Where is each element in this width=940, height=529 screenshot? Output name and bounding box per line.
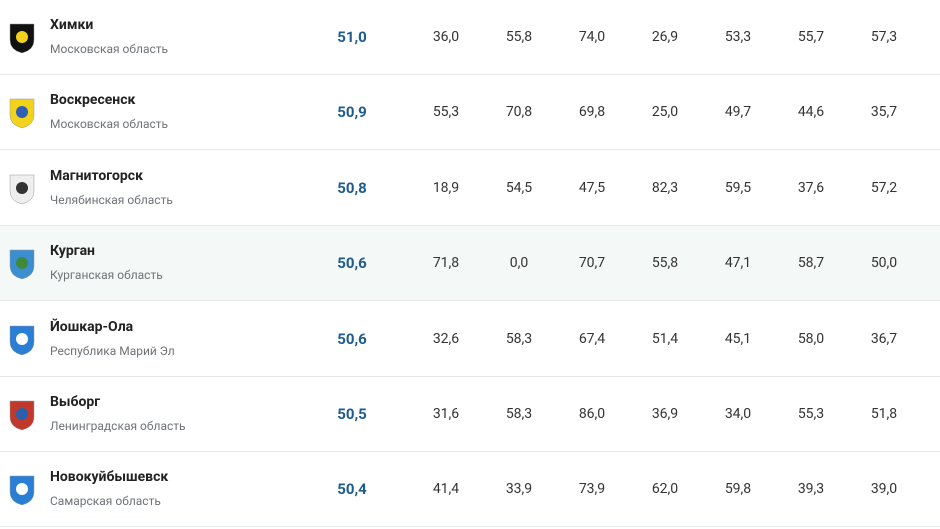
city-name: Магнитогорск <box>50 167 143 184</box>
indicator-value: 82,3 <box>651 179 679 196</box>
indicator-value: 49,7 <box>724 104 752 121</box>
city-emblem <box>9 23 35 54</box>
indicator-value: 71,8 <box>432 255 460 272</box>
city-name: Химки <box>50 17 94 33</box>
indicator-value: 58,3 <box>505 330 533 347</box>
indicator-value: 36,7 <box>870 330 898 347</box>
overall-score: 50,6 <box>337 329 367 348</box>
city-emblem <box>9 476 35 506</box>
indicator-value: 57,2 <box>870 179 898 196</box>
overall-score: 50,9 <box>337 103 367 122</box>
overall-score: 50,5 <box>337 405 367 423</box>
region-name: Челябинская область <box>50 192 173 207</box>
city-name: Курган <box>50 243 95 260</box>
indicator-value: 32,6 <box>432 330 460 347</box>
indicator-value: 67,4 <box>578 330 606 347</box>
indicator-value: 58,3 <box>505 406 533 422</box>
indicator-value: 73,9 <box>578 481 606 498</box>
indicator-value: 86,0 <box>578 406 606 422</box>
overall-score: 50,4 <box>337 480 367 499</box>
indicator-value: 70,7 <box>578 255 606 272</box>
table-row: Выборг Ленинградская область 50,5 31,6 58,3 8… <box>0 377 940 452</box>
indicator-value: 59,5 <box>724 179 752 196</box>
indicator-value: 37,6 <box>797 179 825 196</box>
city-emblem <box>9 174 35 205</box>
indicator-value: 53,3 <box>724 29 752 45</box>
table-row: Новокуйбышевск Самарская область 50,4 41,4 3… <box>0 452 940 528</box>
overall-score: 50,6 <box>337 254 367 273</box>
region-name: Республика Марий Эл <box>50 343 175 358</box>
indicator-value: 55,3 <box>432 104 460 121</box>
indicator-value: 62,0 <box>651 481 679 498</box>
table-row: Магнитогорск Челябинская область 50,8 18,9 5… <box>0 151 940 226</box>
region-name: Московская область <box>50 42 169 56</box>
table-row: Йошкар-Ола Республика Марий Эл 50,6 32,6 58,… <box>0 302 940 377</box>
indicator-value: 33,9 <box>505 481 533 498</box>
indicator-value: 31,6 <box>432 406 460 422</box>
indicator-value: 41,4 <box>432 481 460 498</box>
overall-score: 51,0 <box>337 28 367 46</box>
city-name: Воскресенск <box>50 92 136 109</box>
region-name: Курганская область <box>50 268 163 283</box>
indicator-value: 74,0 <box>578 29 606 45</box>
city-emblem <box>9 99 35 129</box>
city-name: Выборг <box>50 394 101 410</box>
table-row: Химки Московская область 51,0 36,0 55,8 74,0 2… <box>0 0 940 75</box>
indicator-value: 34,0 <box>724 406 752 422</box>
indicator-value: 25,0 <box>651 104 679 121</box>
indicator-value: 35,7 <box>870 104 898 121</box>
indicator-value: 70,8 <box>505 104 533 121</box>
indicator-value: 57,3 <box>870 29 898 45</box>
indicator-value: 51,8 <box>870 406 898 422</box>
indicator-value: 47,1 <box>724 255 752 272</box>
overall-score: 50,8 <box>337 178 367 197</box>
indicator-value: 36,0 <box>432 29 460 45</box>
indicator-value: 54,5 <box>505 179 533 196</box>
indicator-value: 51,4 <box>651 330 679 347</box>
indicator-value: 36,9 <box>651 406 679 422</box>
city-emblem <box>9 249 35 280</box>
indicator-value: 45,1 <box>724 330 752 347</box>
indicator-value: 39,0 <box>870 481 898 498</box>
table-row: Курган Курганская область 50,6 71,8 0,0 70,7 5… <box>0 226 940 302</box>
city-name: Йошкар-Ола <box>50 318 134 335</box>
indicator-value: 39,3 <box>797 481 825 498</box>
indicator-value: 55,8 <box>651 255 679 272</box>
indicator-value: 26,9 <box>651 29 679 45</box>
indicator-value: 44,6 <box>797 104 825 121</box>
indicator-value: 58,0 <box>797 330 825 347</box>
region-name: Ленинградская область <box>50 419 186 433</box>
indicator-value: 55,7 <box>797 29 825 45</box>
indicator-value: 47,5 <box>578 179 606 196</box>
region-name: Московская область <box>50 117 169 132</box>
indicator-value: 59,8 <box>724 481 752 498</box>
city-name: Новокуйбышевск <box>50 469 169 486</box>
indicator-value: 55,3 <box>797 406 825 422</box>
city-emblem <box>9 325 35 355</box>
indicator-value: 69,8 <box>578 104 606 121</box>
city-emblem <box>9 400 35 431</box>
region-name: Самарская область <box>50 494 161 509</box>
indicator-value: 55,8 <box>505 29 533 45</box>
indicator-value: 0,0 <box>509 255 529 272</box>
indicator-value: 58,7 <box>797 255 825 272</box>
indicator-value: 50,0 <box>870 255 898 272</box>
table-row: Воскресенск Московская область 50,9 55,3 70,… <box>0 75 940 151</box>
indicator-value: 18,9 <box>432 179 460 196</box>
